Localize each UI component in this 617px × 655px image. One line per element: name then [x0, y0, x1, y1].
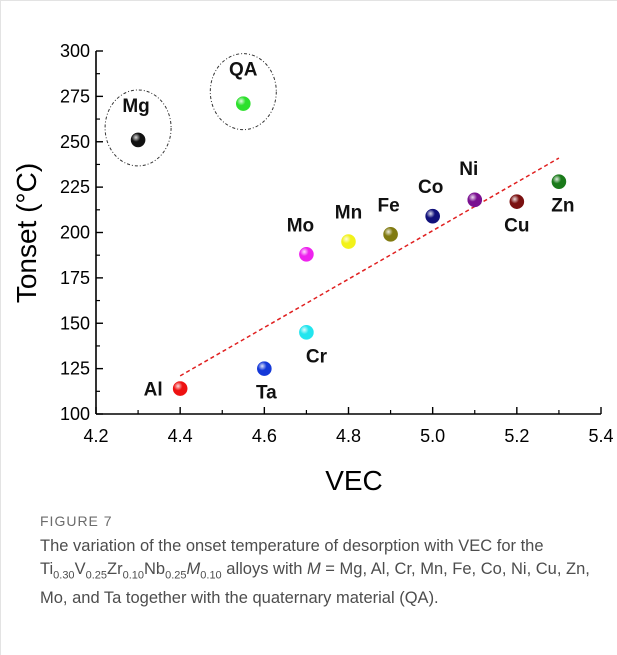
point-mn	[341, 234, 356, 249]
x-tick-label: 4.6	[252, 426, 277, 446]
caption-text-middle: alloys with	[221, 560, 307, 578]
x-tick-label: 5.2	[504, 426, 529, 446]
y-tick-label: 125	[60, 359, 90, 379]
x-tick-label: 4.2	[83, 426, 108, 446]
alloy-subscript: 0.30	[53, 569, 75, 582]
point-mo	[299, 246, 314, 262]
tick-marks	[95, 50, 602, 415]
alloy-subscript: 0.10	[200, 569, 222, 582]
cluster-circle-mg	[104, 89, 172, 167]
caption-text-before: The variation of the onset temperature o…	[40, 537, 544, 555]
point-zn	[551, 174, 567, 189]
point-cr	[299, 325, 314, 340]
x-tick-labels: 4.2 4.4 4.6 4.8 5.0 5.2 5.4	[83, 426, 613, 446]
point-mg	[130, 132, 146, 148]
alloy-subscript: 0.25	[85, 569, 107, 582]
alloy-subscript: 0.10	[122, 569, 144, 582]
data-points	[130, 96, 567, 396]
cluster-circles	[104, 53, 277, 167]
point-label-ni: Ni	[459, 159, 478, 180]
x-axis-label: VEC	[325, 465, 383, 496]
point-qa	[235, 96, 251, 111]
alloy-element: Ti	[40, 560, 54, 578]
point-labels: Mg QA Al Ta Cr Mo Mn Fe Co Ni Cu Zn	[122, 60, 574, 404]
y-tick-label: 250	[60, 132, 90, 152]
point-label-al: Al	[144, 380, 163, 401]
caption-m-symbol: M	[306, 560, 321, 578]
point-co	[425, 208, 440, 224]
point-label-fe: Fe	[377, 195, 399, 216]
y-axis-label: Tonset (°C)	[11, 163, 42, 303]
point-fe	[383, 227, 398, 242]
figure-label: FIGURE 7	[40, 513, 113, 529]
figure-caption: FIGURE 7 The variation of the onset temp…	[40, 513, 600, 610]
x-tick-label: 4.8	[336, 426, 361, 446]
alloy-element: M	[186, 560, 201, 578]
y-tick-label: 275	[60, 86, 90, 106]
scatter-chart: 4.2 4.4 4.6 4.8 5.0 5.2 5.4 100 125 150 175 200 225…	[11, 41, 614, 496]
trend-line-group	[179, 157, 560, 377]
point-label-cr: Cr	[306, 346, 328, 367]
point-label-mo: Mo	[287, 215, 314, 236]
y-tick-label: 200	[60, 223, 90, 243]
alloy-element: Nb	[144, 560, 166, 578]
point-ta	[257, 361, 272, 376]
point-ni	[467, 192, 483, 208]
alloy-formula: Ti0.30V0.25Zr0.10Nb0.25M0.10	[40, 560, 222, 582]
y-tick-label: 225	[60, 177, 90, 197]
point-label-ta: Ta	[256, 383, 277, 404]
y-tick-labels: 100 125 150 175 200 225 250 275 300	[60, 41, 90, 424]
alloy-element: Zr	[107, 560, 123, 578]
point-cu	[509, 194, 525, 209]
caption-text-after: = Mg, Al, Cr, Mn, Fe, Co, Ni, Cu, Zn, Mo…	[40, 560, 590, 608]
point-label-zn: Zn	[551, 196, 574, 217]
y-tick-label: 100	[60, 404, 90, 424]
point-label-co: Co	[418, 177, 443, 198]
y-tick-label: 175	[60, 268, 90, 288]
trend-line	[179, 157, 560, 377]
caption-text: The variation of the onset temperature o…	[40, 535, 600, 610]
alloy-element: V	[74, 560, 86, 578]
x-tick-label: 4.4	[168, 426, 193, 446]
point-label-qa: QA	[229, 60, 258, 81]
point-label-cu: Cu	[504, 216, 529, 237]
point-al	[172, 381, 188, 396]
point-label-mg: Mg	[122, 96, 149, 117]
y-tick-label: 300	[60, 41, 90, 61]
x-tick-label: 5.4	[588, 426, 613, 446]
alloy-subscript: 0.25	[165, 569, 187, 582]
y-tick-label: 150	[60, 313, 90, 333]
point-label-mn: Mn	[335, 203, 362, 224]
x-tick-label: 5.0	[420, 426, 445, 446]
